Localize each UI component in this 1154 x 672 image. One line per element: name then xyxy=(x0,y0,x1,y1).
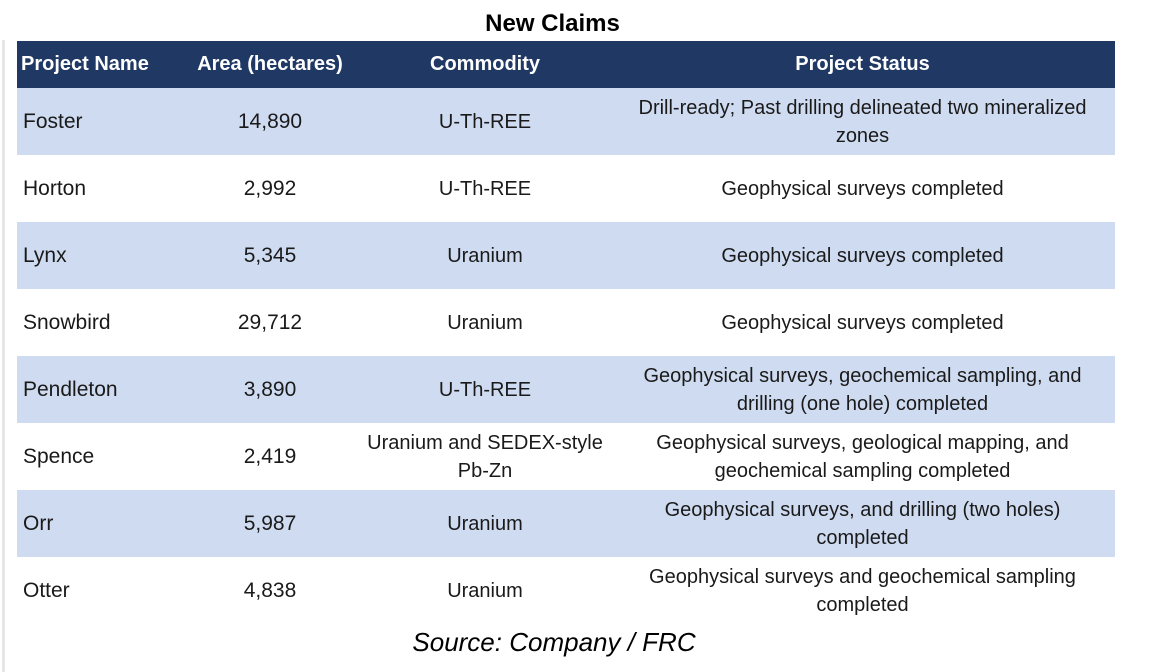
commodity-cell: Uranium xyxy=(447,579,523,602)
project-name-cell: Otter xyxy=(23,578,70,602)
table-row: Lynx 5,345 Uranium Geophysical surveys c… xyxy=(17,222,1115,289)
header-area: Area (hectares) xyxy=(180,41,360,88)
project-name-cell: Snowbird xyxy=(23,310,111,334)
project-name-cell: Foster xyxy=(17,88,180,155)
area-cell: 5,345 xyxy=(180,222,360,289)
status-cell: Geophysical surveys, geochemical samplin… xyxy=(610,356,1115,423)
area-cell: 14,890 xyxy=(180,88,360,155)
status-cell: Geophysical surveys, and drilling (two h… xyxy=(610,490,1115,557)
table-header-row: Project Name Area (hectares) Commodity P… xyxy=(17,41,1115,88)
header-project-name: Project Name xyxy=(17,41,180,88)
project-name-cell: Pendleton xyxy=(17,356,180,423)
status-cell: Drill-ready; Past drilling delineated tw… xyxy=(610,88,1115,155)
table-row: Pendleton 3,890 U-Th-REE Geophysical sur… xyxy=(17,356,1115,423)
status-cell: Geophysical surveys and geochemical samp… xyxy=(649,565,1076,616)
status-cell: Geophysical surveys, geological mapping,… xyxy=(656,431,1069,482)
table-row: Otter 4,838 Uranium Geophysical surveys … xyxy=(17,557,1115,624)
source-caption: Source: Company / FRC xyxy=(412,627,696,657)
table-row: Orr 5,987 Uranium Geophysical surveys, a… xyxy=(17,490,1115,557)
project-name-cell: Lynx xyxy=(17,222,180,289)
commodity-cell: Uranium xyxy=(360,490,610,557)
commodity-cell: U-Th-REE xyxy=(438,177,532,200)
status-cell: Geophysical surveys completed xyxy=(610,222,1115,289)
commodity-cell: U-Th-REE xyxy=(360,356,610,423)
table-row: Snowbird 29,712 Uranium Geophysical surv… xyxy=(17,289,1115,356)
page-title: New Claims xyxy=(485,10,620,37)
commodity-cell: U-Th-REE xyxy=(360,88,610,155)
commodity-cell: Uranium xyxy=(360,222,610,289)
commodity-cell: Uranium and SEDEX-style Pb-Zn xyxy=(367,431,603,482)
table-row: Spence 2,419 Uranium and SEDEX-style Pb-… xyxy=(17,423,1115,490)
header-project-status: Project Status xyxy=(610,41,1115,88)
area-cell: 4,838 xyxy=(243,578,297,602)
status-cell: Geophysical surveys completed xyxy=(721,311,1004,334)
table-row: Foster 14,890 U-Th-REE Drill-ready; Past… xyxy=(17,88,1115,155)
area-cell: 2,992 xyxy=(243,176,297,200)
commodity-cell: Uranium xyxy=(447,311,523,334)
area-cell: 5,987 xyxy=(180,490,360,557)
project-name-cell: Spence xyxy=(23,444,95,468)
header-commodity: Commodity xyxy=(360,41,610,88)
left-border-line xyxy=(2,40,5,672)
table-row: Horton 2,992 U-Th-REE Geophysical survey… xyxy=(17,155,1115,222)
area-cell: 29,712 xyxy=(237,310,303,334)
area-cell: 3,890 xyxy=(180,356,360,423)
project-name-cell: Horton xyxy=(23,176,87,200)
status-cell: Geophysical surveys completed xyxy=(721,177,1004,200)
project-name-cell: Orr xyxy=(17,490,180,557)
claims-table: Project Name Area (hectares) Commodity P… xyxy=(17,41,1115,624)
area-cell: 2,419 xyxy=(243,444,297,468)
